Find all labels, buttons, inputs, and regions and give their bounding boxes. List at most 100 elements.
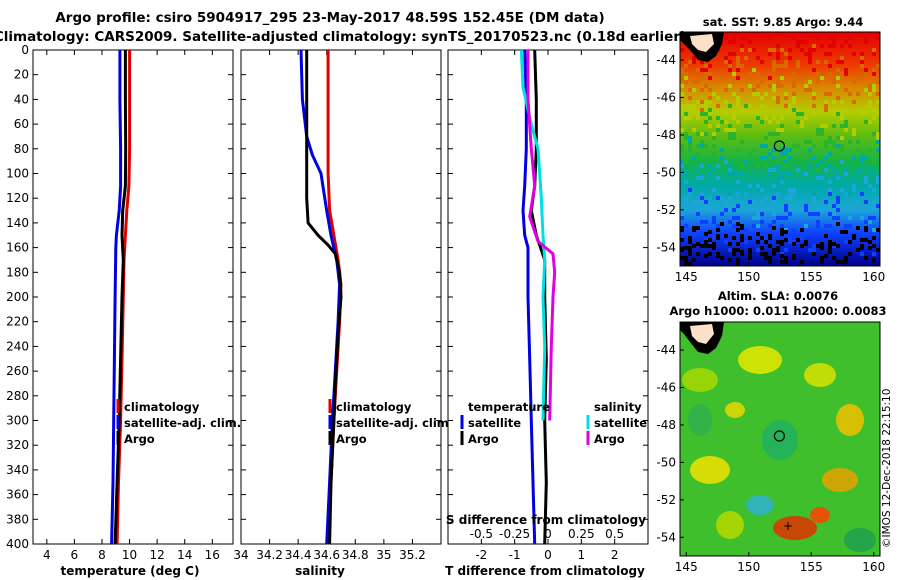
sst-pixel	[868, 246, 872, 250]
sla-map-frame	[679, 321, 881, 557]
sst-pixel	[756, 184, 760, 188]
sst-pixel	[828, 92, 832, 96]
sst-pixel	[768, 172, 772, 176]
sst-pixel	[820, 256, 824, 260]
sst-pixel	[832, 242, 836, 246]
sst-pixel	[780, 48, 784, 52]
y-tick-label: 200	[6, 290, 29, 304]
sst-pixel	[808, 60, 812, 64]
sst-pixel	[800, 244, 804, 248]
sst-pixel	[736, 104, 740, 108]
figure-title-line2: Climatology: CARS2009. Satellite-adjuste…	[0, 29, 686, 45]
sst-pixel	[736, 262, 740, 266]
sst-pixel	[788, 172, 792, 176]
x-tick-label: -1	[509, 548, 521, 562]
sst-pixel	[836, 222, 840, 226]
sst-pixel	[728, 248, 732, 252]
sst-pixel	[700, 100, 704, 104]
sst-pixel	[812, 200, 816, 204]
sst-pixel	[804, 88, 808, 92]
sst-pixel	[764, 236, 768, 240]
s-tick-label: 0.5	[605, 527, 624, 541]
sst-pixel	[780, 242, 784, 246]
sst-pixel	[868, 216, 872, 220]
sst-pixel	[820, 180, 824, 184]
sst-pixel	[680, 112, 684, 116]
sst-pixel	[760, 60, 764, 64]
sst-pixel	[868, 84, 872, 88]
sst-pixel	[804, 116, 808, 120]
sst-pixel	[828, 180, 832, 184]
sst-pixel	[848, 140, 852, 144]
sst-pixel	[828, 188, 832, 192]
sst-pixel	[688, 240, 692, 244]
sst-pixel	[740, 234, 744, 238]
sst-pixel	[720, 212, 724, 216]
figure-title-line1: Argo profile: csiro 5904917_295 23-May-2…	[55, 10, 604, 26]
sst-pixel	[772, 96, 776, 100]
sst-pixel	[720, 120, 724, 124]
sst-pixel	[716, 116, 720, 120]
sst-pixel	[800, 232, 804, 236]
sst-pixel	[704, 100, 708, 104]
sst-pixel	[816, 80, 820, 84]
sst-pixel	[680, 164, 684, 168]
sst-pixel	[712, 136, 716, 140]
sst-pixel	[732, 52, 736, 56]
sst-pixel	[836, 84, 840, 88]
sst-map-title: sat. SST: 9.85 Argo: 9.44	[703, 15, 863, 29]
sst-pixel	[808, 52, 812, 56]
sst-pixel	[780, 180, 784, 184]
map-x-tick-label: 155	[800, 560, 823, 574]
sst-pixel	[832, 40, 836, 44]
sst-pixel	[756, 212, 760, 216]
sst-pixel	[788, 180, 792, 184]
sst-pixel	[832, 184, 836, 188]
sst-pixel	[840, 56, 844, 60]
sst-pixel	[836, 156, 840, 160]
sst-pixel	[712, 132, 716, 136]
sst-pixel	[756, 56, 760, 60]
sst-pixel	[784, 238, 788, 242]
sst-pixel	[856, 172, 860, 176]
sst-pixel	[700, 68, 704, 72]
sst-pixel	[832, 140, 836, 144]
sla-anomaly-blob	[746, 495, 774, 515]
sst-pixel	[756, 224, 760, 228]
sst-pixel	[692, 226, 696, 230]
sst-pixel	[800, 228, 804, 232]
sst-pixel	[804, 76, 808, 80]
sla-anomaly-blob	[810, 507, 830, 523]
sla-anomaly-blob	[836, 404, 864, 436]
sst-pixel	[840, 124, 844, 128]
sst-pixel	[728, 164, 732, 168]
sst-pixel	[740, 238, 744, 242]
sst-pixel	[824, 254, 828, 258]
sst-pixel	[832, 212, 836, 216]
sst-pixel	[788, 188, 792, 192]
sst-pixel	[780, 64, 784, 68]
sla-map-title-line2: Argo h1000: 0.011 h2000: 0.0083	[669, 304, 886, 318]
sst-pixel	[728, 132, 732, 136]
sst-pixel	[820, 44, 824, 48]
sst-pixel	[872, 188, 876, 192]
sst-pixel	[868, 168, 872, 172]
map-x-tick-label: 160	[862, 560, 885, 574]
sst-pixel	[796, 238, 800, 242]
sst-pixel	[732, 92, 736, 96]
sst-pixel	[692, 80, 696, 84]
sst-pixel	[776, 164, 780, 168]
sst-pixel	[836, 200, 840, 204]
sst-pixel	[784, 164, 788, 168]
sst-pixel	[756, 240, 760, 244]
sst-pixel	[820, 260, 824, 264]
sst-pixel	[860, 112, 864, 116]
sst-pixel	[680, 226, 684, 230]
sst-pixel	[792, 192, 796, 196]
difference-xlabel: T difference from climatology	[445, 564, 645, 578]
sst-pixel	[812, 212, 816, 216]
sst-pixel	[840, 116, 844, 120]
sst-pixel	[780, 224, 784, 228]
sst-pixel	[800, 172, 804, 176]
map-y-tick-label: -46	[656, 91, 676, 105]
